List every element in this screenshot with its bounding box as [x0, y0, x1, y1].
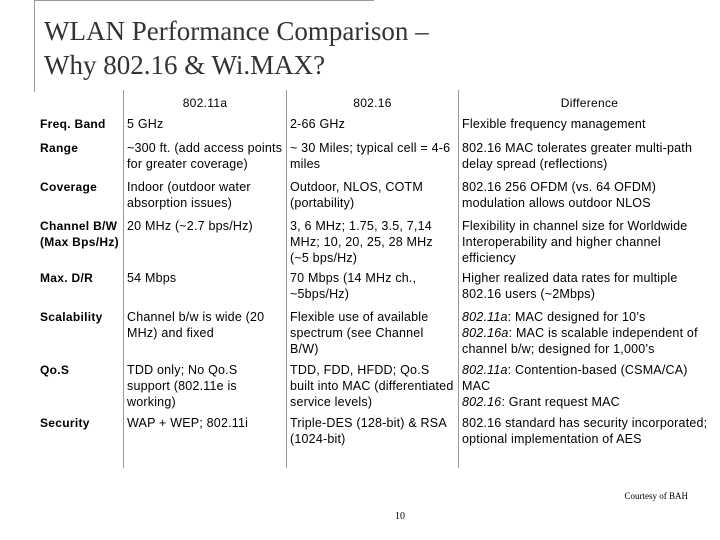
cell-max-dr-802-16: 70 Mbps (14 MHz ch., ~5bps/Hz) [286, 268, 458, 307]
cell-scalability-difference: 802.11a: MAC designed for 10’s 802.16a: M… [458, 307, 720, 360]
cell-coverage-802-16: Outdoor, NLOS, COTM (portability) [286, 177, 458, 216]
column-header-empty [37, 90, 123, 114]
qos-diff-text-1: : Contention-based (CSMA/CA) MAC [462, 363, 688, 393]
cell-coverage-difference: 802.16 256 OFDM (vs. 64 OFDM) modulation… [458, 177, 720, 216]
courtesy-note: Courtesy of BAH [624, 491, 689, 501]
cell-range-802-11a: ~300 ft. (add access points for greater … [123, 138, 286, 177]
cell-freq-band-difference: Flexible frequency management [458, 114, 720, 138]
row-label-channel-bw: Channel B/W (Max Bps/Hz) [40, 219, 119, 249]
slide-title-line-2: Why 802.16 & Wi.MAX? [44, 50, 326, 80]
row-label-max-dr: Max. D/R [40, 271, 94, 285]
row-label-scalability: Scalability [40, 310, 103, 324]
title-frame-horizontal-rule [34, 0, 374, 1]
cell-channel-bw-difference: Flexibility in channel size for Worldwid… [458, 216, 720, 268]
title-frame-vertical-rule [34, 0, 35, 92]
qos-diff-lead-1: 802.11a [462, 363, 508, 377]
row-label-freq-band: Freq. Band [40, 117, 106, 131]
slide-title-line-1: WLAN Performance Comparison – [44, 16, 429, 46]
cell-scalability-802-16: Flexible use of available spectrum (see … [286, 307, 458, 360]
cell-channel-bw-802-16: 3, 6 MHz; 1.75, 3.5, 7,14 MHz; 10, 20, 2… [286, 216, 458, 268]
row-label-security: Security [40, 416, 90, 430]
column-header-difference: Difference [458, 90, 720, 114]
scalability-diff-text-2: : MAC is scalable independent of channel… [462, 326, 698, 356]
cell-freq-band-802-11a: 5 GHz [123, 114, 286, 138]
scalability-diff-lead-1: 802.11a [462, 310, 508, 324]
qos-diff-lead-2: 802.16 [462, 395, 502, 409]
slide-title: WLAN Performance Comparison – Why 802.16… [44, 14, 429, 82]
cell-security-difference: 802.16 standard has security incorporate… [458, 413, 720, 468]
scalability-diff-lead-2: 802.16a [462, 326, 509, 340]
comparison-table: 802.11a 802.16 Difference Freq. Band 5 G… [37, 90, 720, 468]
page-number: 10 [395, 511, 405, 522]
cell-coverage-802-11a: Indoor (outdoor water absorption issues) [123, 177, 286, 216]
cell-scalability-802-11a: Channel b/w is wide (20 MHz) and fixed [123, 307, 286, 360]
scalability-diff-text-1: : MAC designed for 10’s [507, 310, 646, 324]
cell-security-802-11a: WAP + WEP; 802.11i [123, 413, 286, 468]
cell-range-802-16: ~ 30 Miles; typical cell = 4-6 miles [286, 138, 458, 177]
cell-qos-802-16: TDD, FDD, HFDD; Qo.S built into MAC (dif… [286, 360, 458, 413]
row-label-qos: Qo.S [40, 363, 70, 377]
column-header-802-16: 802.16 [286, 90, 458, 114]
cell-channel-bw-802-11a: 20 MHz (~2.7 bps/Hz) [123, 216, 286, 268]
qos-diff-text-2: : Grant request MAC [501, 395, 620, 409]
column-header-802-11a: 802.11a [123, 90, 286, 114]
cell-max-dr-difference: Higher realized data rates for multiple … [458, 268, 720, 307]
row-label-range: Range [40, 141, 79, 155]
cell-qos-difference: 802.11a: Contention-based (CSMA/CA) MAC 8… [458, 360, 720, 413]
row-label-coverage: Coverage [40, 180, 98, 194]
cell-range-difference: 802.16 MAC tolerates greater multi-path … [458, 138, 720, 177]
cell-security-802-16: Triple-DES (128-bit) & RSA (1024-bit) [286, 413, 458, 468]
cell-freq-band-802-16: 2-66 GHz [286, 114, 458, 138]
cell-max-dr-802-11a: 54 Mbps [123, 268, 286, 307]
cell-qos-802-11a: TDD only; No Qo.S support (802.11e is wo… [123, 360, 286, 413]
